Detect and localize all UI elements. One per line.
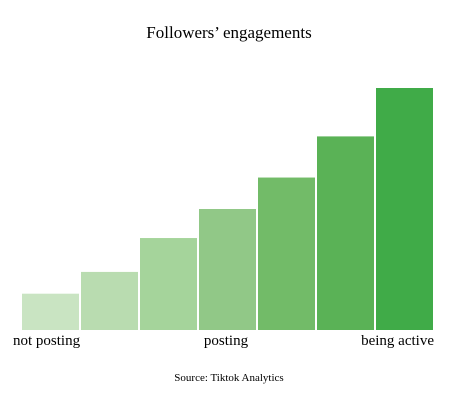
bar-3: [140, 238, 197, 330]
axis-label-left: not posting: [13, 333, 81, 349]
bar-6: [317, 136, 374, 330]
source-note: Source: Tiktok Analytics: [174, 372, 283, 384]
bar-1: [22, 293, 79, 330]
bar-4: [199, 209, 256, 330]
axis-label-middle: posting: [204, 333, 249, 349]
chart-title: Followers’ engagements: [146, 23, 311, 42]
axis-label-right: being active: [361, 333, 434, 349]
bar-2: [81, 271, 138, 330]
bars-group: [22, 88, 433, 330]
bar-5: [258, 177, 315, 330]
bar-7: [376, 88, 433, 330]
